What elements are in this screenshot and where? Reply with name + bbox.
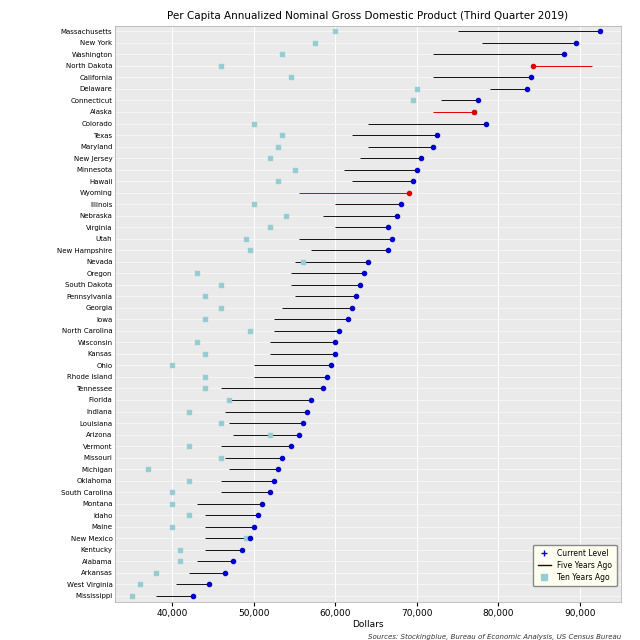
- X-axis label: Dollars: Dollars: [352, 620, 384, 629]
- Legend: Current Level, Five Years Ago, Ten Years Ago: Current Level, Five Years Ago, Ten Years…: [533, 545, 617, 586]
- Text: Sources: Stockingblue, Bureau of Economic Analysis, US Census Bureau: Sources: Stockingblue, Bureau of Economi…: [367, 634, 621, 640]
- Title: Per Capita Annualized Nominal Gross Domestic Product (Third Quarter 2019): Per Capita Annualized Nominal Gross Dome…: [168, 11, 568, 20]
